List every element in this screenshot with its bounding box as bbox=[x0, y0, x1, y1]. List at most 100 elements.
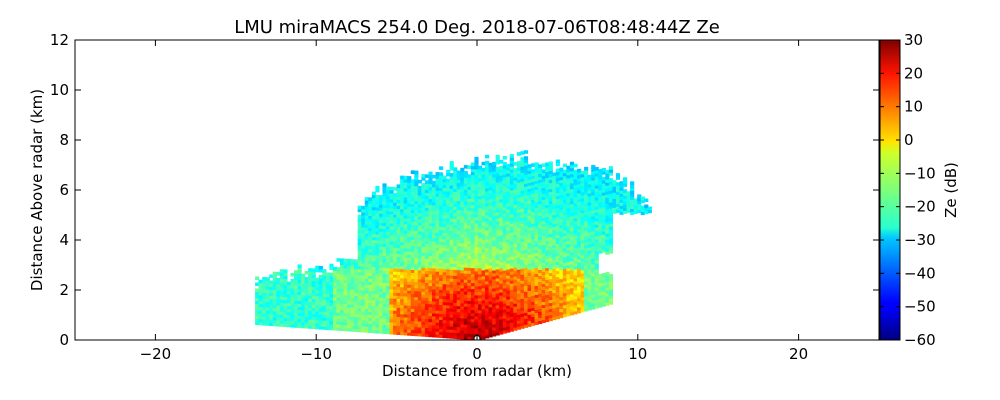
reflectivity-cell bbox=[527, 293, 532, 297]
reflectivity-cell bbox=[594, 223, 599, 228]
reflectivity-cell bbox=[460, 248, 465, 253]
reflectivity-cell bbox=[389, 261, 394, 266]
reflectivity-cell bbox=[343, 324, 348, 329]
reflectivity-cell bbox=[396, 256, 401, 260]
reflectivity-cell bbox=[262, 288, 267, 293]
reflectivity-cell bbox=[474, 306, 479, 311]
reflectivity-cell bbox=[545, 309, 550, 314]
reflectivity-cell bbox=[520, 319, 525, 323]
reflectivity-cell bbox=[456, 254, 461, 259]
reflectivity-cell bbox=[485, 238, 490, 243]
reflectivity-cell bbox=[460, 233, 465, 238]
reflectivity-cell bbox=[424, 306, 430, 310]
reflectivity-cell bbox=[481, 239, 486, 244]
reflectivity-cell bbox=[470, 219, 476, 224]
reflectivity-cell bbox=[541, 199, 546, 204]
reflectivity-cell bbox=[417, 287, 422, 292]
reflectivity-cell bbox=[364, 269, 369, 273]
reflectivity-cell bbox=[516, 305, 522, 309]
reflectivity-cell bbox=[375, 251, 380, 256]
reflectivity-cell bbox=[647, 209, 652, 214]
reflectivity-cell bbox=[417, 245, 422, 250]
reflectivity-cell bbox=[354, 307, 359, 312]
reflectivity-cell bbox=[499, 276, 504, 281]
reflectivity-cell bbox=[375, 224, 380, 229]
reflectivity-cell bbox=[509, 262, 514, 266]
reflectivity-cell bbox=[431, 207, 437, 212]
reflectivity-cell bbox=[555, 159, 560, 164]
reflectivity-cell bbox=[364, 239, 369, 243]
reflectivity-cell bbox=[329, 284, 334, 289]
reflectivity-cell bbox=[516, 233, 522, 237]
reflectivity-cell bbox=[421, 261, 426, 265]
reflectivity-cell bbox=[460, 170, 465, 175]
reflectivity-cell bbox=[573, 169, 578, 174]
reflectivity-cell bbox=[371, 221, 376, 226]
reflectivity-cell bbox=[580, 239, 585, 244]
reflectivity-cell bbox=[555, 207, 560, 212]
reflectivity-cell bbox=[456, 284, 461, 289]
reflectivity-cell bbox=[378, 234, 384, 238]
reflectivity-cell bbox=[523, 234, 529, 238]
reflectivity-cell bbox=[569, 164, 575, 169]
reflectivity-cell bbox=[569, 302, 575, 307]
reflectivity-cell bbox=[421, 174, 426, 178]
reflectivity-cell bbox=[577, 282, 582, 287]
reflectivity-cell bbox=[509, 190, 514, 194]
reflectivity-cell bbox=[389, 294, 394, 299]
reflectivity-cell bbox=[534, 213, 539, 217]
reflectivity-cell bbox=[329, 293, 334, 298]
reflectivity-cell bbox=[400, 175, 405, 180]
reflectivity-cell bbox=[315, 307, 320, 312]
reflectivity-cell bbox=[304, 309, 309, 314]
reflectivity-cell bbox=[584, 214, 589, 219]
reflectivity-cell bbox=[534, 261, 539, 265]
reflectivity-cell bbox=[431, 246, 437, 251]
reflectivity-cell bbox=[318, 298, 323, 303]
reflectivity-cell bbox=[477, 267, 483, 272]
reflectivity-cell bbox=[499, 264, 504, 269]
reflectivity-cell bbox=[569, 254, 575, 259]
reflectivity-cell bbox=[371, 203, 376, 208]
reflectivity-cell bbox=[555, 276, 560, 281]
reflectivity-cell bbox=[506, 305, 511, 309]
reflectivity-cell bbox=[531, 313, 536, 317]
reflectivity-cell bbox=[548, 299, 553, 304]
reflectivity-cell bbox=[474, 165, 479, 170]
reflectivity-cell bbox=[322, 323, 327, 327]
reflectivity-cell bbox=[587, 273, 592, 278]
reflectivity-cell bbox=[605, 281, 610, 285]
reflectivity-cell bbox=[417, 278, 422, 283]
reflectivity-cell bbox=[431, 252, 437, 257]
reflectivity-cell bbox=[357, 304, 362, 309]
reflectivity-cell bbox=[311, 310, 316, 315]
reflectivity-cell bbox=[354, 295, 359, 300]
reflectivity-cell bbox=[509, 292, 514, 296]
reflectivity-cell bbox=[485, 220, 490, 225]
reflectivity-cell bbox=[467, 237, 472, 241]
reflectivity-cell bbox=[460, 335, 465, 340]
reflectivity-cell bbox=[393, 292, 398, 296]
reflectivity-cell bbox=[569, 173, 575, 178]
reflectivity-cell bbox=[481, 332, 486, 337]
reflectivity-cell bbox=[555, 189, 560, 194]
reflectivity-cell bbox=[488, 189, 493, 194]
reflectivity-cell bbox=[421, 207, 426, 211]
reflectivity-cell bbox=[308, 292, 313, 296]
reflectivity-cell bbox=[364, 317, 369, 321]
reflectivity-cell bbox=[382, 324, 387, 328]
reflectivity-cell bbox=[555, 192, 560, 197]
reflectivity-cell bbox=[534, 321, 539, 325]
reflectivity-cell bbox=[428, 288, 433, 293]
reflectivity-cell bbox=[580, 299, 585, 304]
reflectivity-cell bbox=[509, 271, 514, 275]
reflectivity-cell bbox=[322, 326, 327, 330]
reflectivity-cell bbox=[442, 175, 447, 180]
reflectivity-cell bbox=[598, 196, 603, 200]
reflectivity-cell bbox=[350, 292, 355, 296]
reflectivity-cell bbox=[555, 201, 560, 206]
reflectivity-cell bbox=[506, 320, 511, 324]
reflectivity-cell bbox=[400, 247, 405, 252]
reflectivity-cell bbox=[548, 251, 553, 256]
reflectivity-cell bbox=[272, 304, 277, 309]
